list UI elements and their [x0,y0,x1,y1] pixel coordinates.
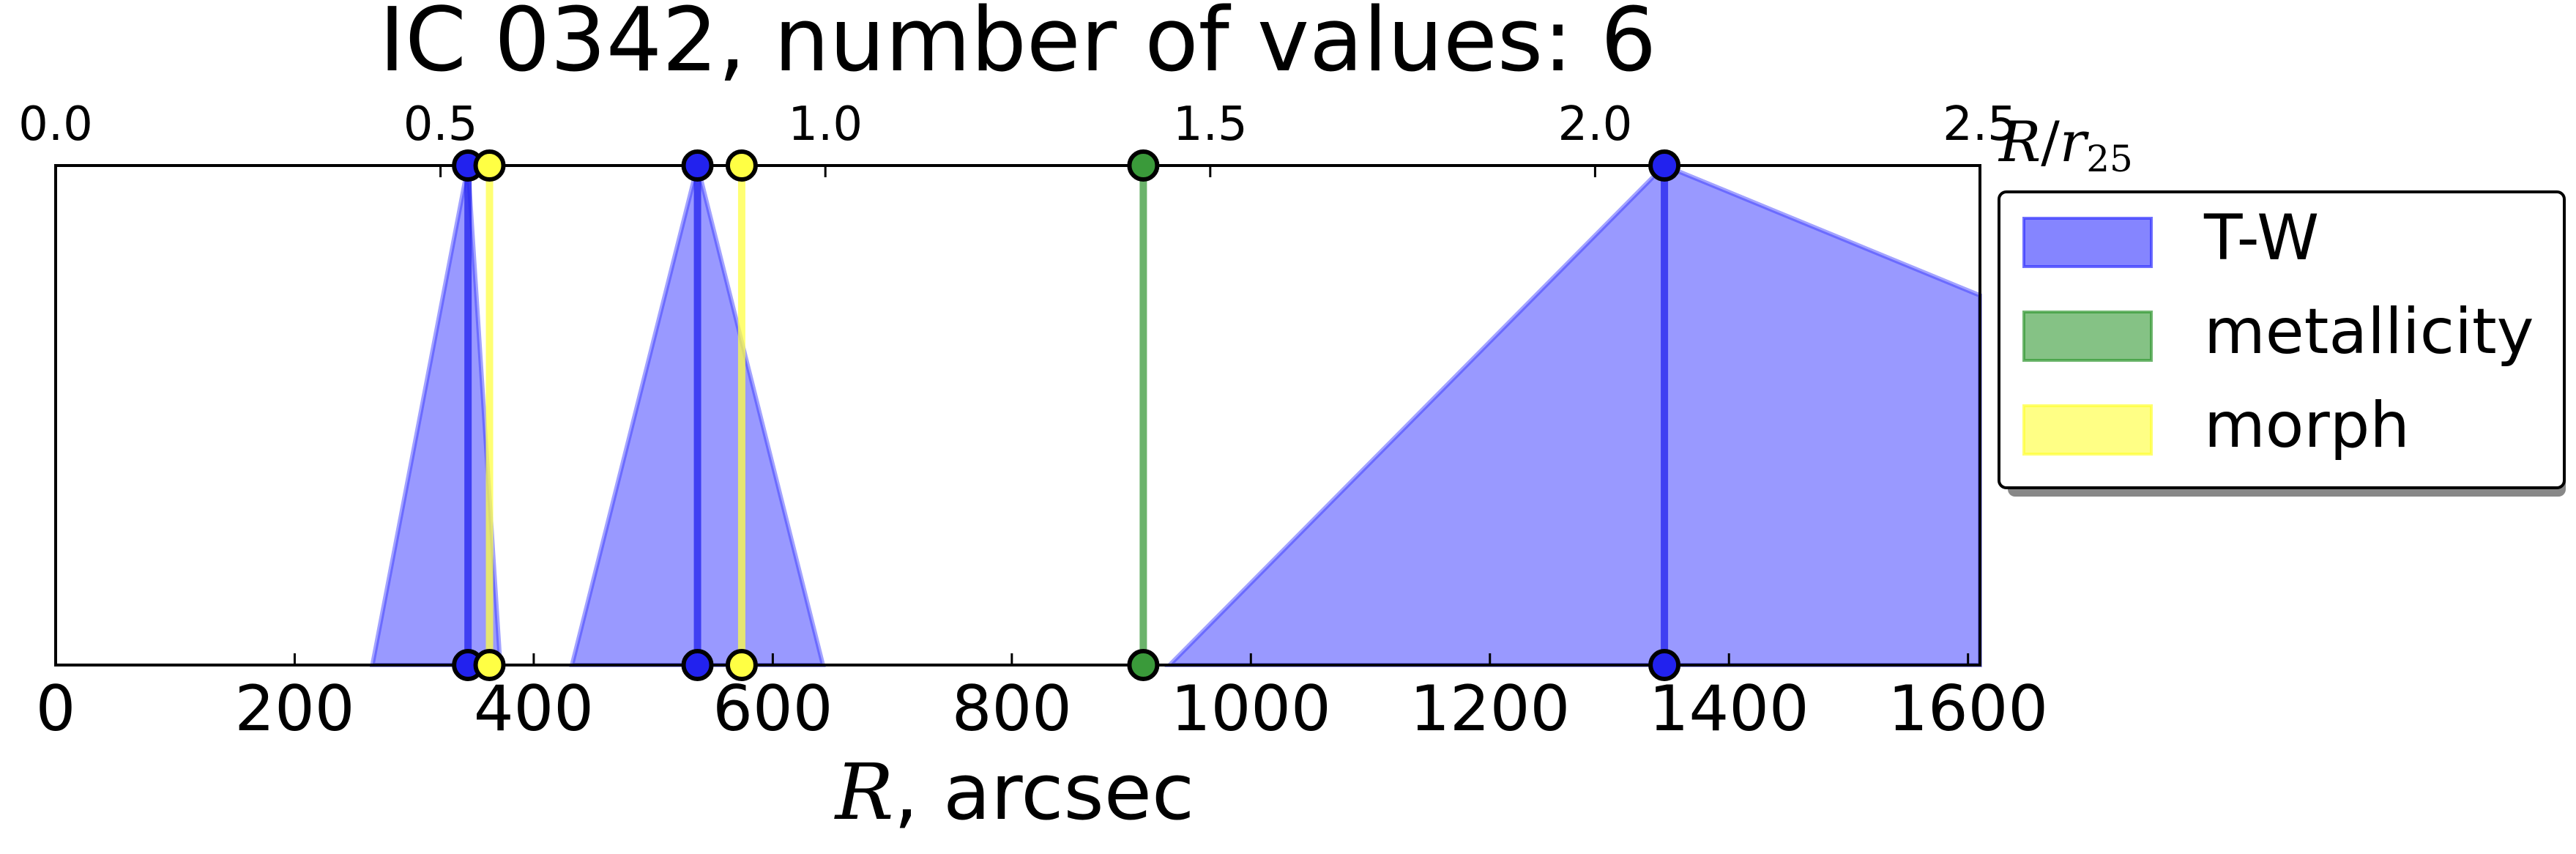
area-t-w-2 [1164,163,1982,667]
marker-morph-1-top [725,149,758,182]
marker-morph-0-top [473,149,506,182]
x-axis-label: R, arcsec [834,747,1194,837]
x-tick-label-6: 1200 [1410,672,1570,746]
marker-t-w-1-bottom [681,649,714,681]
marker-t-w-1-top [681,149,714,182]
legend-label-morph: morph [2204,389,2410,462]
x-tick-label-1: 200 [234,672,354,746]
x-axis-label-symbol: R [834,747,894,837]
top-x-tick-label-0: 0.0 [18,97,93,152]
top-x-tick-label-3: 1.5 [1173,97,1248,152]
area-t-w-0 [369,165,503,667]
x-tick-label-5: 1000 [1171,672,1331,746]
legend-swatch-t-w [2022,217,2153,268]
legend-label-metallicity: metallicity [2204,295,2534,368]
top-axis-label: R/r25 [1998,109,2133,180]
x-tick-label-4: 800 [952,672,1072,746]
legend-swatch-metallicity [2022,311,2153,362]
line-layer [464,166,1669,665]
legend-swatch-morph [2022,404,2153,456]
marker-t-w-2-bottom [1648,649,1681,681]
marker-metallicity-0-bottom [1127,649,1160,681]
top-x-tick-label-4: 2.0 [1558,97,1633,152]
marker-layer [452,149,1681,681]
top-x-tick-label-2: 1.0 [788,97,863,152]
legend: T-W metallicity morph [1998,190,2566,497]
x-tick-label-8: 1600 [1888,672,2048,746]
marker-morph-0-bottom [473,649,506,681]
area-layer [369,163,1982,667]
tick-layer: 0 200 400 600 800 1000 1200 1400 1600 0.0 0.5 1.0 1.… [18,97,2048,746]
top-axis-label-den: r [2060,109,2090,174]
legend-items: T-W metallicity morph [2022,201,2534,462]
chart-title: IC 0342, number of values: 6 [379,0,1657,92]
top-x-tick-label-5: 2.5 [1943,97,2017,152]
marker-metallicity-0-top [1127,149,1160,182]
plot-frame [54,164,1981,667]
top-x-tick-label-1: 0.5 [403,97,478,152]
x-tick-label-3: 600 [712,672,833,746]
x-tick-label-7: 1400 [1649,672,1809,746]
top-axis-label-num: R [1998,109,2041,174]
x-tick-label-0: 0 [36,672,76,746]
legend-label-t-w: T-W [2203,201,2319,275]
marker-morph-1-bottom [725,649,758,681]
x-tick-label-2: 400 [474,672,594,746]
x-axis-label-unit: , arcsec [894,747,1195,837]
marker-t-w-2-top [1648,149,1681,182]
top-axis-label-sub: 25 [2086,138,2133,180]
